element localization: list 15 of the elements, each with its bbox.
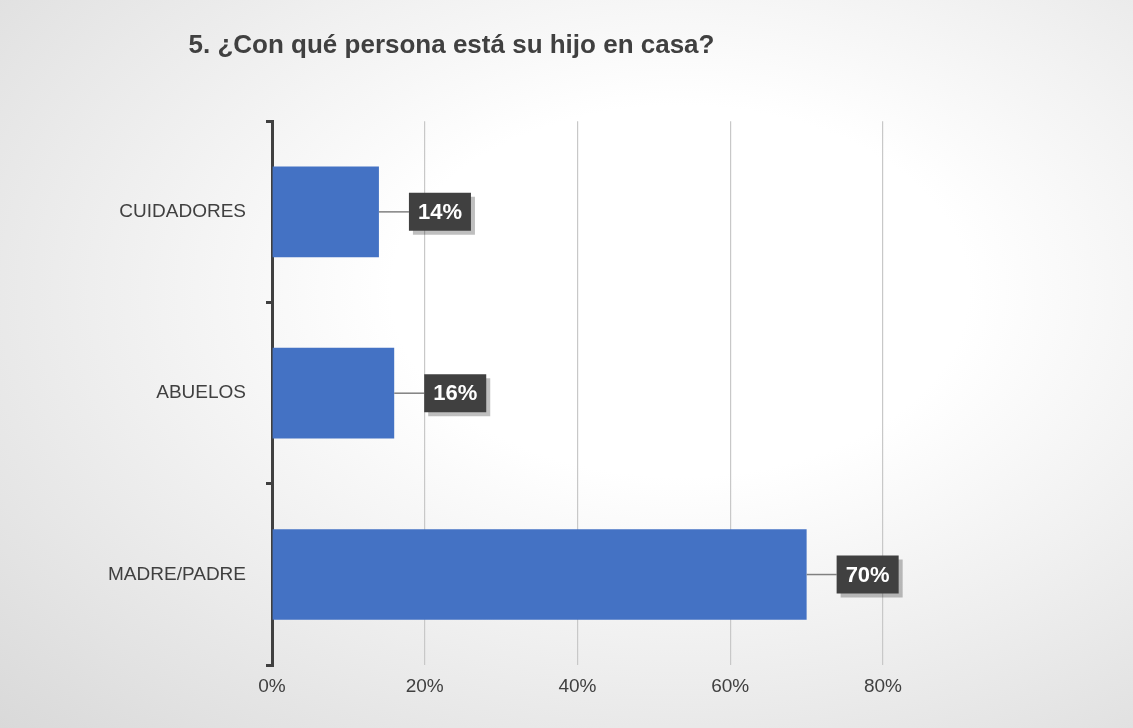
- y-tick-label: CUIDADORES: [119, 200, 246, 222]
- bar: [272, 529, 807, 620]
- x-tick-label: 0%: [258, 674, 286, 696]
- chart-title: 5. ¿Con qué persona está su hijo en casa?: [188, 28, 715, 59]
- bar: [272, 166, 379, 258]
- data-label: 14%: [417, 198, 462, 224]
- x-tick-label: 80%: [863, 674, 903, 696]
- y-tick-label: ABUELOS: [156, 381, 246, 403]
- data-label: 16%: [433, 380, 478, 406]
- y-tick-label: MADRE/PADRE: [108, 562, 246, 584]
- data-label: 70%: [845, 561, 890, 587]
- x-tick-label: 20%: [405, 674, 444, 696]
- bar: [272, 347, 395, 439]
- x-tick-label: 60%: [711, 674, 750, 696]
- x-tick-label: 40%: [558, 674, 597, 696]
